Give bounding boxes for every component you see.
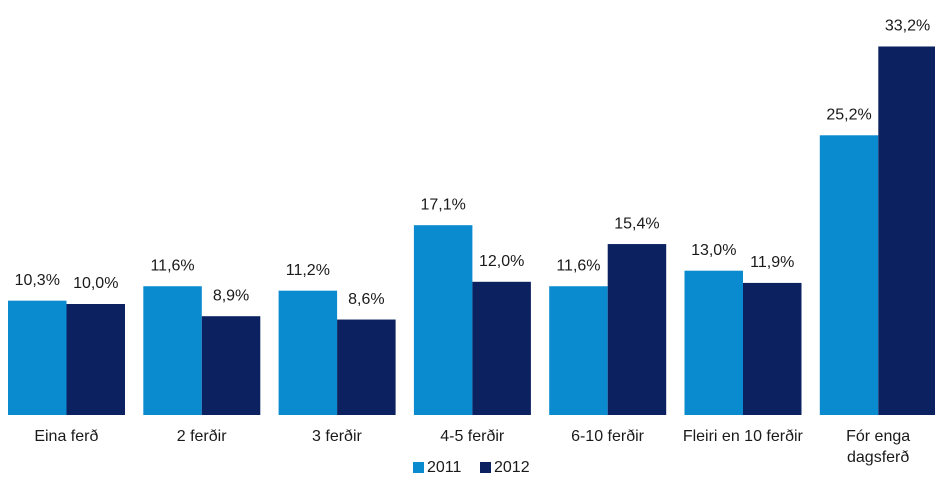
value-label: 33,2% [885, 18, 930, 35]
value-label: 11,9% [750, 254, 794, 271]
x-tick-label: 3 ferðir [312, 428, 362, 445]
x-tick-label: 2 ferðir [176, 428, 227, 445]
value-label: 10,3% [15, 272, 60, 289]
legend-label: 2012 [494, 459, 530, 476]
x-tick-label: Fór enga dagsferð [846, 428, 911, 466]
bar [878, 46, 935, 415]
value-label: 17,1% [420, 196, 465, 213]
bar [819, 135, 879, 415]
bar [143, 286, 202, 415]
bar [472, 281, 531, 415]
bar [337, 319, 396, 415]
value-label: 8,6% [348, 291, 384, 308]
bar [607, 244, 667, 415]
bar [549, 286, 608, 415]
x-tick-label: Eina ferð [34, 428, 99, 445]
value-label: 8,9% [213, 287, 249, 304]
value-label: 15,4% [614, 215, 659, 232]
bar [201, 316, 261, 415]
bar [278, 290, 338, 415]
legend-label: 2011 [427, 459, 462, 476]
bar [743, 282, 802, 415]
value-label: 13,0% [691, 242, 736, 259]
x-tick-label: Fleiri en 10 ferðir [682, 428, 803, 445]
legend-swatch [413, 462, 424, 473]
bar [8, 300, 67, 415]
value-label: 10,0% [73, 275, 118, 292]
x-tick-label: 4-5 ferðir [440, 428, 505, 445]
value-label: 11,2% [286, 262, 330, 279]
bar [684, 270, 743, 415]
value-label: 25,2% [826, 106, 871, 123]
value-label: 12,0% [479, 253, 524, 270]
legend-swatch [480, 462, 491, 473]
value-label: 11,6% [150, 257, 194, 274]
x-tick-label: 6-10 ferðir [571, 428, 644, 445]
bar [66, 304, 125, 415]
bar [413, 225, 473, 415]
value-label: 11,6% [556, 257, 600, 274]
